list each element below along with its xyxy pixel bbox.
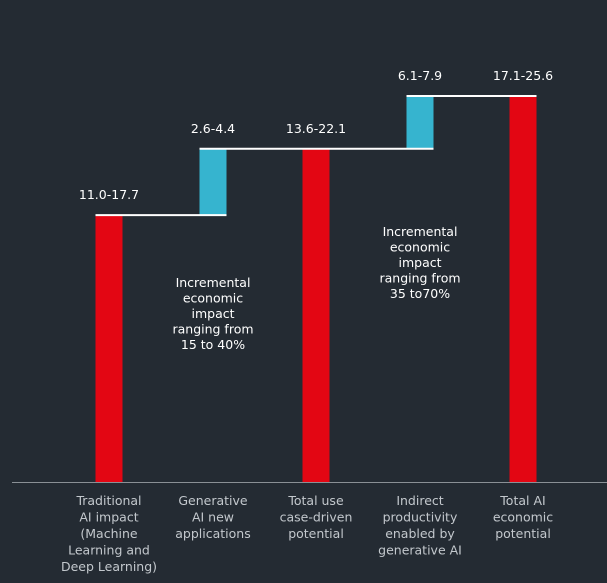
annotation-1-line: 15 to 40% [181,337,245,352]
value-label-2: 2.6-4.4 [191,121,235,136]
category-label-5: potential [495,526,551,541]
bar-4 [406,96,434,149]
bar-2 [199,148,227,216]
category-label-2: applications [175,526,250,541]
connectors-group [95,95,537,217]
value-label-1: 11.0-17.7 [79,187,139,202]
category-label-3: case-driven [280,510,353,525]
annotation-1-line: impact [191,306,234,321]
value-label-5: 17.1-25.6 [493,68,553,83]
annotation-2-line: 35 to70% [390,286,450,301]
value-labels-group: 11.0-17.7 2.6-4.4 13.6-22.1 6.1-7.9 17.1-25.… [79,68,553,202]
annotation-1-line: economic [183,291,243,306]
category-label-1: AI impact [79,510,138,525]
bar-5 [509,96,537,482]
category-label-4: productivity [383,510,458,525]
category-label-4: enabled by [385,526,455,541]
category-label-5: economic [493,510,553,525]
category-label-2: Generative [178,493,248,508]
category-label-5: Total AI [499,493,545,508]
category-label-1: Learning and [68,543,150,558]
annotation-1-line: Incremental [176,275,251,290]
category-labels-group: Traditional AI impact(Machine Learning and… [61,493,553,574]
category-label-4: Indirect [396,493,443,508]
category-label-1: (Machine [80,526,138,541]
value-label-3: 13.6-22.1 [286,121,346,136]
bar-1 [95,215,123,482]
category-label-3: Total use [287,493,344,508]
annotation-2-line: Incremental [383,224,458,239]
bar-3 [302,148,330,482]
category-label-1: Traditional [75,493,141,508]
annotation-2-line: ranging from [379,271,460,286]
annotation-2-line: impact [398,255,441,270]
annotation-1-line: ranging from [172,322,253,337]
category-label-4: generative AI [378,543,462,558]
category-label-1: Deep Learning) [61,559,157,574]
category-label-3: potential [288,526,344,541]
bars-group [95,96,537,482]
value-label-4: 6.1-7.9 [398,68,442,83]
category-label-2: AI new [192,510,234,525]
annotation-2-line: economic [390,240,450,255]
